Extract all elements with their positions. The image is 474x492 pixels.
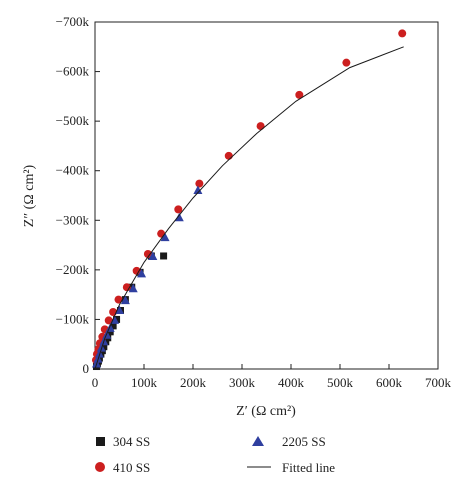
data-point-2205-ss	[94, 349, 104, 358]
legend-label-304ss: 304 SS	[113, 434, 150, 449]
data-point-410-ss	[132, 266, 141, 275]
y-tick-label: 0	[83, 361, 90, 376]
data-point-410-ss	[295, 90, 304, 99]
y-axis-title: Z″ (Ω cm²)	[22, 164, 37, 227]
data-point-410-ss	[143, 249, 152, 258]
data-point-410-ss	[224, 151, 233, 160]
legend-label-410ss: 410 SS	[113, 460, 150, 475]
x-tick-label: 200k	[180, 375, 207, 390]
data-point-2205-ss	[148, 251, 158, 260]
data-point-410-ss	[104, 316, 113, 325]
data-point-410-ss	[256, 122, 265, 131]
plot-frame	[94, 21, 439, 370]
legend-label-2205ss: 2205 SS	[282, 434, 326, 449]
x-axis-ticks: 0 100k 200k 300k 400k 500k 600k 700k	[92, 364, 452, 390]
x-axis-title: Z′ (Ω cm²)	[236, 404, 296, 419]
series-line-fitted-line	[94, 46, 404, 370]
legend-marker-410ss	[95, 462, 105, 472]
y-tick-label: −600k	[56, 64, 90, 79]
data-point-410-ss	[398, 29, 407, 38]
data-point-2205-ss	[128, 283, 138, 293]
data-point-2205-ss	[137, 268, 147, 278]
data-point-410-ss	[114, 295, 123, 304]
data-point-410-ss	[195, 179, 204, 188]
series-layer	[91, 29, 407, 371]
legend-marker-304ss	[96, 437, 105, 446]
data-point-2205-ss	[105, 323, 115, 332]
y-tick-label: −200k	[56, 262, 90, 277]
data-point-410-ss	[174, 205, 183, 214]
data-point-304-ss	[100, 343, 108, 351]
legend-marker-2205ss	[252, 436, 264, 446]
y-tick-label: −100k	[56, 311, 90, 326]
x-tick-label: 400k	[278, 375, 305, 390]
y-tick-label: −500k	[56, 113, 90, 128]
data-point-2205-ss	[193, 185, 203, 195]
x-tick-label: 700k	[425, 375, 452, 390]
data-point-304-ss	[109, 322, 117, 330]
x-tick-label: 600k	[376, 375, 403, 390]
data-point-2205-ss	[115, 305, 124, 315]
x-tick-label: 300k	[229, 375, 256, 390]
data-point-2205-ss	[160, 232, 170, 242]
legend: 304 SS 410 SS 2205 SS Fitted line	[95, 434, 335, 475]
x-tick-label: 500k	[327, 375, 354, 390]
data-point-304-ss	[160, 252, 168, 260]
y-tick-label: −300k	[56, 212, 90, 227]
y-tick-label: −700k	[56, 14, 90, 29]
legend-label-fitted-line: Fitted line	[282, 460, 335, 475]
y-tick-label: −400k	[56, 163, 90, 178]
x-tick-label: 0	[92, 375, 99, 390]
data-point-2205-ss	[174, 212, 184, 222]
data-point-410-ss	[342, 58, 351, 67]
x-tick-label: 100k	[131, 375, 158, 390]
data-point-2205-ss	[120, 295, 130, 305]
y-axis-ticks: 0 −100k −200k −300k −400k −500k −600k −700k	[56, 14, 100, 376]
